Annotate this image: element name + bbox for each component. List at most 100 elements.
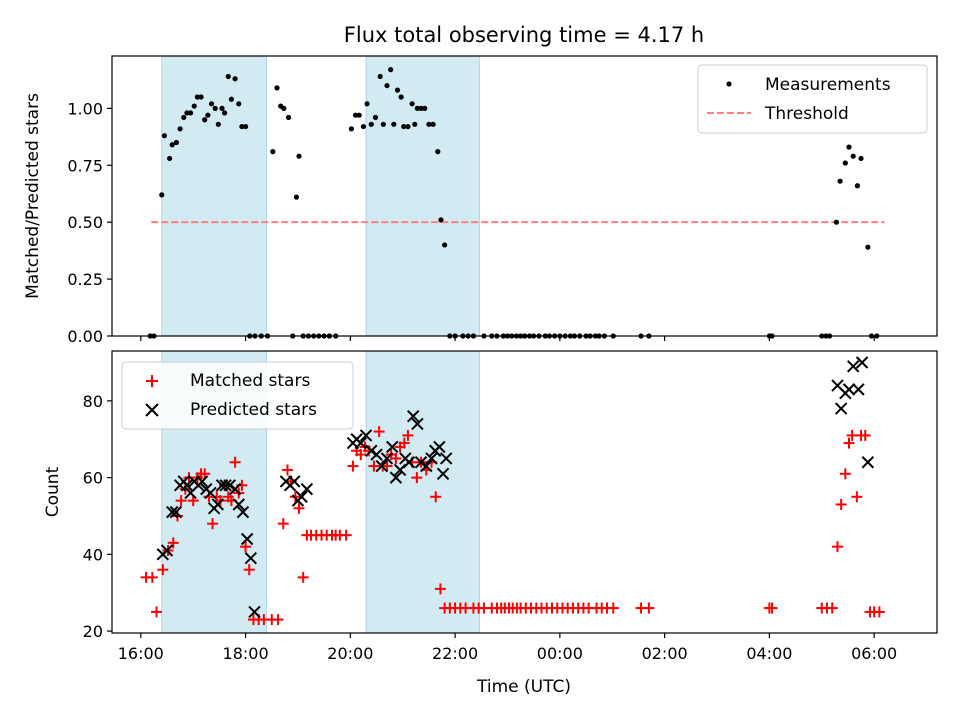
measurement-point (194, 94, 200, 100)
measurement-point (236, 101, 242, 107)
y-tick-label: 1.00 (67, 99, 103, 118)
measurement-point (184, 110, 190, 116)
measurement-point (418, 105, 424, 111)
measurement-point (274, 85, 280, 91)
measurement-point (202, 117, 208, 123)
legend-measurements-marker (726, 81, 732, 87)
top-shaded-regions (161, 55, 481, 337)
predicted-star-point (846, 360, 860, 373)
predicted-star-point (425, 452, 438, 465)
matched-star-point (607, 602, 619, 614)
measurement-point (205, 112, 211, 118)
matched-star-point (293, 502, 305, 514)
predicted-star-points (156, 356, 875, 619)
predicted-star-point (180, 479, 194, 492)
bottom-panel: Count Time (UTC) 20 40 60 80 16:00 18:00 20:0… (43, 350, 938, 697)
measurement-point (842, 160, 848, 166)
x-tick-label: 20:00 (327, 644, 373, 663)
shaded-region-2 (365, 350, 481, 634)
bottom-ylabel: Count (43, 466, 63, 517)
x-tick-label: 16:00 (118, 644, 164, 663)
predicted-star-point (433, 440, 446, 454)
predicted-star-point (232, 498, 245, 511)
measurement-point (219, 105, 225, 111)
matched-star-point (243, 564, 255, 576)
matched-star-point (151, 606, 163, 618)
matched-star-point (826, 602, 838, 614)
y-tick-label: 0.25 (67, 270, 103, 289)
measurement-point (854, 183, 860, 189)
matched-star-point (157, 564, 169, 576)
matched-star-point (835, 498, 847, 510)
measurement-point (850, 153, 856, 159)
measurement-point (198, 94, 204, 100)
bottom-legend: Matched stars Predicted stars (121, 361, 354, 430)
matched-star-point (831, 541, 843, 553)
predicted-star-point (166, 505, 179, 519)
measurement-point (159, 192, 165, 198)
measurement-point (232, 76, 238, 82)
predicted-star-point (439, 452, 453, 465)
measurement-point (414, 105, 420, 111)
measurement-point (360, 123, 367, 130)
matched-star-point (146, 571, 158, 583)
predicted-star-point (300, 482, 314, 496)
matched-star-point (229, 456, 241, 468)
top-legend: Measurements Threshold (697, 64, 928, 134)
matched-star-point (272, 614, 284, 626)
predicted-star-point (240, 532, 254, 546)
bottom-y-ticks: 20 40 60 80 (83, 392, 112, 641)
matched-star-point (355, 449, 367, 461)
measurement-point (405, 123, 411, 130)
predicted-star-point (169, 505, 183, 519)
predicted-star-point (411, 417, 424, 431)
measurement-point (435, 149, 441, 155)
matched-star-point (859, 429, 871, 441)
measurement-point (225, 73, 231, 80)
bottom-xlabel: Time (UTC) (476, 677, 571, 697)
chart-title: Flux total observing time = 4.17 h (344, 23, 704, 47)
measurement-point (368, 121, 374, 127)
measurement-point (212, 105, 218, 111)
predicted-star-point (236, 505, 250, 519)
predicted-star-point (380, 452, 394, 465)
shaded-region-1 (161, 55, 268, 337)
measurement-point (281, 105, 287, 111)
measurement-point (208, 101, 215, 107)
measurement-point (865, 244, 871, 250)
bottom-axes-frame (111, 350, 938, 634)
measurement-point (356, 112, 362, 118)
legend-predicted-label: Predicted stars (190, 400, 317, 420)
matched-star-point (297, 571, 309, 583)
matched-star-point (281, 464, 293, 476)
predicted-star-point (160, 544, 174, 557)
measurement-point (837, 178, 843, 184)
measurement-point (377, 73, 383, 80)
measurement-point (285, 114, 292, 121)
predicted-star-point (248, 605, 261, 619)
y-tick-label: 0.75 (67, 156, 103, 175)
x-tick-label: 18:00 (223, 644, 269, 663)
matched-star-point (390, 452, 402, 464)
matched-star-point (381, 460, 393, 472)
matched-star-point (402, 429, 414, 441)
predicted-star-point (211, 498, 225, 511)
matched-star-point (873, 606, 885, 618)
measurement-point (442, 242, 448, 248)
measurement-point (222, 110, 228, 116)
measurement-point (398, 94, 404, 100)
matched-star-point (839, 468, 851, 480)
legend-predicted-marker (145, 403, 159, 417)
measurement-point (161, 133, 167, 139)
measurement-point (228, 96, 235, 102)
predicted-star-point (288, 475, 301, 488)
measurement-point (181, 114, 187, 121)
measurement-point (215, 121, 221, 127)
matched-star-point (240, 541, 252, 553)
predicted-star-point (375, 459, 388, 473)
measurement-point (191, 103, 197, 109)
y-tick-label: 80 (83, 392, 103, 411)
measurement-point (177, 126, 183, 132)
measurement-point (438, 217, 444, 223)
matched-star-point (843, 437, 855, 449)
